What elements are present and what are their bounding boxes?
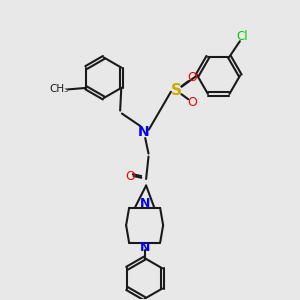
Text: O: O <box>187 71 197 84</box>
Text: N: N <box>138 125 150 139</box>
Text: N: N <box>140 197 150 210</box>
Text: S: S <box>171 83 182 98</box>
Text: N: N <box>140 241 150 254</box>
Text: CH₃: CH₃ <box>49 84 68 94</box>
Text: O: O <box>125 170 135 183</box>
Text: O: O <box>187 96 197 109</box>
Text: Cl: Cl <box>236 30 248 43</box>
